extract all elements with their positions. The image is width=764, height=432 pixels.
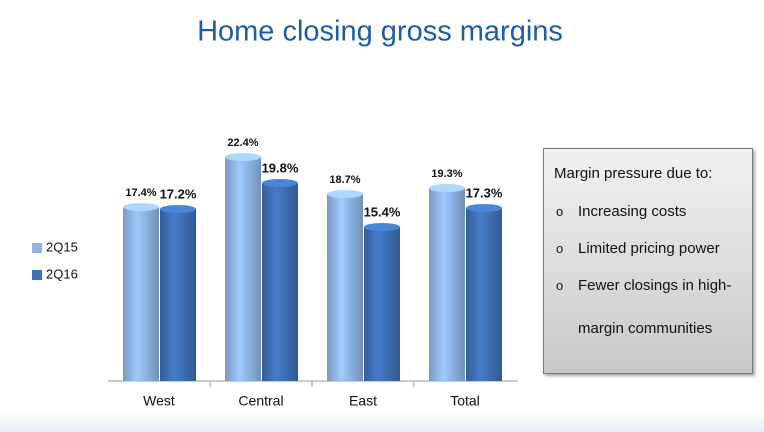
bar-top: [160, 205, 196, 213]
bar-top: [429, 184, 465, 192]
bar: [466, 204, 502, 381]
bar-body: [262, 183, 298, 381]
bar: [327, 190, 363, 381]
callout-item: Limited pricing power: [554, 227, 744, 270]
data-label: 18.7%: [329, 174, 360, 186]
callout-item: Fewer closings in high-margin communitie…: [554, 264, 744, 350]
bar-top: [466, 204, 502, 212]
bar-top: [327, 190, 363, 198]
bar: [123, 203, 159, 381]
data-label: 22.4%: [227, 137, 258, 149]
bar-body: [123, 207, 159, 381]
bar: [262, 179, 298, 381]
callout-list: Increasing costsLimited pricing powerFew…: [554, 190, 744, 350]
x-tick-label: East: [349, 393, 377, 409]
bar-body: [160, 209, 196, 381]
x-tick-label: Central: [238, 393, 283, 409]
bar-body: [225, 157, 261, 381]
legend-label: 2Q16: [46, 266, 78, 281]
callout-heading: Margin pressure due to:: [554, 165, 713, 182]
bar-body: [466, 208, 502, 381]
bar-top: [225, 153, 261, 161]
bar-body: [429, 188, 465, 381]
bar: [429, 184, 465, 381]
bar-body: [364, 227, 400, 381]
data-label: 15.4%: [364, 204, 401, 219]
bar: [225, 153, 261, 381]
legend-swatch: [32, 270, 42, 280]
data-label: 17.4%: [125, 187, 156, 199]
data-label: 17.3%: [466, 185, 503, 200]
legend-swatch: [32, 243, 42, 253]
bar-top: [364, 223, 400, 231]
data-label: 19.8%: [262, 160, 299, 175]
x-tick-label: West: [143, 393, 175, 409]
chart-title: Home closing gross margins: [197, 16, 563, 48]
data-label: 19.3%: [431, 168, 462, 180]
bar: [160, 205, 196, 381]
callout-box: Margin pressure due to: Increasing costs…: [543, 148, 753, 374]
bar-body: [327, 194, 363, 381]
callout-item: Increasing costs: [554, 190, 744, 233]
bar: [364, 223, 400, 381]
bar-top: [123, 203, 159, 211]
footer-strip: [0, 412, 764, 432]
bar-top: [262, 179, 298, 187]
data-label: 17.2%: [160, 186, 197, 201]
legend-label: 2Q15: [46, 239, 78, 254]
x-tick-label: Total: [450, 393, 480, 409]
